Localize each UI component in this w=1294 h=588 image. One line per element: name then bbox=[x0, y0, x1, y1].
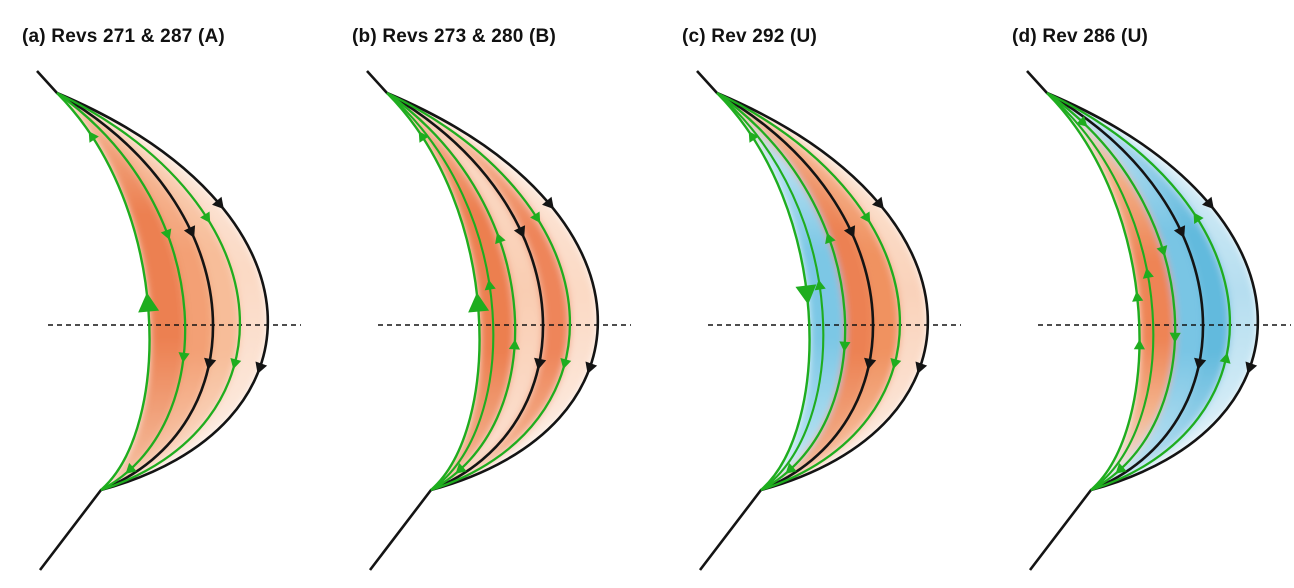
flow-arrow bbox=[125, 462, 137, 474]
inner-field-line bbox=[386, 91, 545, 492]
panel-b-figure bbox=[366, 70, 631, 571]
field-arrow bbox=[542, 196, 554, 210]
flow-arrow bbox=[839, 341, 851, 352]
flow-arrow bbox=[230, 358, 242, 370]
flow-arrow bbox=[860, 211, 871, 223]
field-arrow bbox=[534, 357, 547, 370]
flow-arrow bbox=[160, 228, 172, 240]
outer-field-line bbox=[36, 70, 269, 571]
outer-field-line bbox=[1026, 70, 1259, 571]
panel-c-title: (c) Rev 292 (U) bbox=[682, 26, 817, 47]
flow-arrow bbox=[890, 358, 902, 370]
shading-bands bbox=[57, 93, 268, 490]
flow-arrow bbox=[468, 292, 490, 313]
flow-line-inner-boundary bbox=[1046, 92, 1141, 491]
inner-field-line bbox=[716, 91, 875, 492]
shading-band bbox=[1047, 93, 1176, 490]
flow-arrow bbox=[1156, 245, 1168, 257]
flow-line-companion bbox=[716, 92, 825, 491]
field-arrow bbox=[915, 361, 928, 374]
flow-arrow bbox=[495, 232, 506, 245]
shading-band bbox=[717, 93, 846, 490]
panel-c: (c) Rev 292 (U) bbox=[660, 0, 982, 588]
field-arrow bbox=[1194, 357, 1207, 370]
field-arrow bbox=[1245, 361, 1258, 374]
panel-b: (b) Revs 273 & 280 (B) bbox=[330, 0, 652, 588]
field-arrow bbox=[843, 225, 856, 238]
flow-line-outer bbox=[716, 91, 902, 492]
field-arrow bbox=[204, 357, 217, 370]
flow-arrow bbox=[418, 131, 429, 143]
flow-line-outer bbox=[56, 91, 242, 492]
outer-field-line bbox=[366, 70, 599, 571]
field-arrow bbox=[183, 225, 196, 238]
flow-line-companion bbox=[386, 92, 495, 491]
field-arrow bbox=[1202, 196, 1214, 210]
panel-d-figure bbox=[1026, 70, 1291, 571]
flow-arrow bbox=[484, 279, 496, 291]
flow-arrow bbox=[1132, 291, 1144, 302]
outer-field-line bbox=[696, 70, 929, 571]
flow-arrow bbox=[1115, 462, 1127, 474]
panel-d-title: (d) Rev 286 (U) bbox=[1012, 26, 1149, 47]
field-arrow bbox=[1173, 225, 1186, 238]
flow-arrow bbox=[508, 339, 520, 350]
flow-arrow bbox=[785, 462, 797, 474]
flow-arrow bbox=[814, 279, 826, 291]
shading-band bbox=[57, 93, 186, 490]
flow-arrow bbox=[748, 131, 759, 143]
flow-line-outer bbox=[1046, 91, 1232, 492]
panel-a-title: (a) Revs 271 & 287 (A) bbox=[22, 26, 225, 47]
flow-arrow bbox=[1133, 339, 1145, 350]
shading-bands bbox=[717, 93, 928, 490]
panel-c-figure bbox=[696, 70, 961, 571]
flow-line-companion bbox=[1046, 92, 1155, 491]
flow-arrow bbox=[1193, 212, 1204, 224]
flow-arrow bbox=[825, 232, 836, 245]
panel-a: (a) Revs 271 & 287 (A) bbox=[0, 0, 322, 588]
shading-bands bbox=[1047, 93, 1258, 490]
flow-arrow bbox=[178, 352, 190, 363]
panel-a-figure bbox=[36, 70, 301, 571]
flow-line-inner-boundary bbox=[716, 92, 811, 491]
flow-arrow bbox=[88, 131, 99, 143]
field-arrow bbox=[872, 196, 884, 210]
panel-b-title: (b) Revs 273 & 280 (B) bbox=[352, 26, 556, 47]
field-arrow bbox=[864, 357, 877, 370]
panel-d: (d) Rev 286 (U) bbox=[990, 0, 1294, 588]
field-arrow bbox=[212, 196, 224, 210]
inner-field-line bbox=[1046, 91, 1205, 492]
flow-arrow bbox=[455, 462, 467, 474]
flow-arrow bbox=[795, 284, 817, 305]
flow-arrow bbox=[560, 358, 572, 370]
flow-arrow bbox=[530, 211, 541, 223]
field-arrow bbox=[585, 361, 598, 374]
field-arrow bbox=[255, 361, 268, 374]
flow-arrow bbox=[1142, 267, 1154, 279]
flow-line-middle bbox=[56, 92, 187, 492]
flow-arrow bbox=[1169, 332, 1181, 343]
flow-line-middle bbox=[1046, 92, 1177, 492]
shading-bands bbox=[387, 93, 598, 490]
flow-line-middle bbox=[386, 92, 517, 492]
field-arrow bbox=[513, 225, 526, 238]
shading-band bbox=[387, 93, 516, 490]
flow-line-middle bbox=[716, 92, 847, 492]
inner-field-line bbox=[56, 91, 215, 492]
flow-arrow bbox=[138, 292, 160, 313]
flow-arrow bbox=[1219, 352, 1231, 364]
flow-arrow bbox=[200, 211, 211, 223]
flow-arrow bbox=[1076, 115, 1088, 127]
flow-line-outer bbox=[386, 91, 572, 492]
